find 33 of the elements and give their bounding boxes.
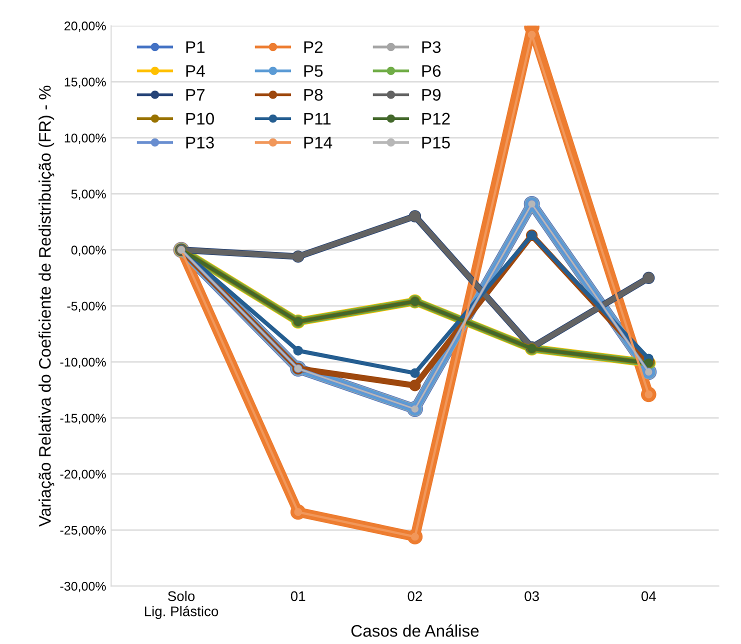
legend-label: P15 [422,136,450,148]
legend-label: P2 [304,41,323,53]
legend-label: P1 [186,41,205,53]
y-tick-label: -10,00% [60,358,106,368]
y-tick-label: 15,00% [64,78,106,88]
x-axis-title: Casos de Análise [351,624,479,637]
y-tick-label: 0,00% [71,246,106,256]
x-tick-label: Solo Lig. Plástico [144,590,218,620]
y-tick-label: -25,00% [60,526,106,536]
x-tick-label: 03 [524,591,539,602]
y-tick-label: -5,00% [67,302,106,312]
y-tick-label: 20,00% [64,22,106,32]
x-tick-label: 02 [408,591,422,602]
legend-label: P3 [422,41,441,53]
x-tick-label: 01 [290,591,306,602]
legend-label: P7 [186,89,205,101]
legend-label: P14 [304,136,332,148]
x-tick-label: 04 [641,591,656,602]
legend-label: P9 [422,88,441,101]
legend-label: P5 [304,65,323,77]
y-tick-label: -20,00% [60,470,106,480]
legend-label: P11 [304,112,331,124]
legend-label: P10 [186,112,214,125]
legend-label: P8 [304,88,323,101]
y-tick-label: -15,00% [60,414,106,424]
legend-label: P12 [422,112,450,124]
y-tick-label: 10,00% [64,134,106,144]
y-tick-label: 5,00% [71,190,106,200]
legend-label: P4 [186,65,205,77]
y-tick-label: -30,00% [60,582,106,592]
legend-label: P13 [186,136,214,148]
legend-label: P6 [422,65,441,77]
y-axis-title: Variação Relativa do Coeficiente de Redistribuição (FR) - % [38,86,54,527]
